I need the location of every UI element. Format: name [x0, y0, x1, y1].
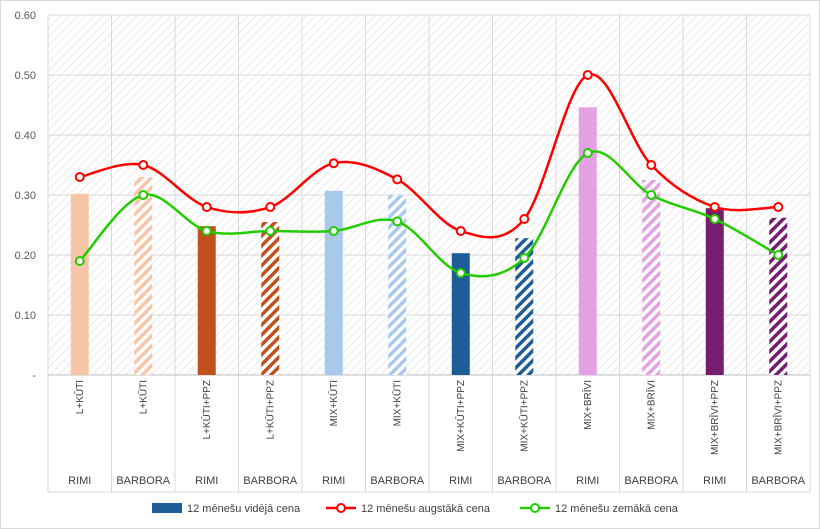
x-store-label: BARBORA [497, 475, 551, 487]
x-axis-labels: L+KŪTI RIMI L+KŪTI BARBORA L+KŪTI+PPZ RIMI L+K… [68, 380, 806, 487]
data-point-marker [328, 226, 339, 236]
x-store-label: RIMI [576, 475, 599, 487]
x-category-label: MIX+BRĪVI [645, 380, 657, 430]
data-point-marker [773, 202, 784, 212]
x-category-label: L+KŪTI [74, 380, 86, 414]
x-store-label: BARBORA [243, 475, 297, 487]
data-point-marker [646, 160, 657, 170]
data-point-marker [582, 148, 593, 158]
bars [70, 107, 788, 376]
data-point-marker [455, 268, 466, 278]
series-lines [74, 70, 784, 278]
data-point-marker [519, 214, 530, 224]
y-axis-ticks: - 0.10 0.20 0.30 0.40 0.50 0.60 [15, 10, 37, 382]
data-point-marker [646, 190, 657, 200]
x-category-label: MIX+BRĪVI+PPZ [709, 380, 721, 455]
bar [451, 253, 470, 375]
x-store-label: BARBORA [116, 475, 170, 487]
y-tick-label: 0.40 [15, 130, 36, 142]
legend: 12 mēnešu vidējā cena 12 mēnešu augstākā … [152, 503, 679, 515]
x-category-label: L+KŪTI+PPZ [264, 380, 276, 439]
x-category-label: MIX+KŪTI [328, 380, 340, 426]
bar [642, 180, 661, 375]
x-category-label: L+KŪTI+PPZ [201, 380, 213, 439]
category-separators [47, 15, 811, 493]
data-point-marker [74, 256, 85, 266]
x-store-label: RIMI [703, 475, 726, 487]
data-point-marker [265, 202, 276, 212]
bar [261, 222, 280, 375]
data-point-marker [455, 226, 466, 236]
x-store-label: BARBORA [751, 475, 805, 487]
data-point-marker [392, 174, 403, 185]
legend-label: 12 mēnešu augstākā cena [361, 503, 491, 515]
x-store-label: RIMI [195, 475, 218, 487]
x-store-label: BARBORA [624, 475, 678, 487]
bar [578, 107, 597, 376]
data-point-marker [773, 250, 784, 260]
data-point-marker [328, 158, 339, 169]
bar [197, 226, 216, 375]
x-category-label: L+KŪTI [137, 380, 149, 414]
x-store-label: RIMI [449, 475, 472, 487]
legend-label: 12 mēnešu zemākā cena [555, 503, 679, 515]
x-category-label: MIX+BRĪVI [582, 380, 594, 430]
y-tick-label: 0.30 [15, 190, 36, 202]
data-point-marker [582, 70, 593, 80]
x-category-label: MIX+KŪTI+PPZ [455, 380, 467, 452]
y-tick-label: - [32, 370, 36, 382]
x-category-label: MIX+KŪTI [391, 380, 403, 426]
data-point-marker [265, 226, 276, 236]
y-tick-label: 0.50 [15, 70, 36, 82]
x-store-label: RIMI [68, 475, 91, 487]
x-store-label: RIMI [322, 475, 345, 487]
bar [324, 190, 343, 375]
y-tick-label: 0.10 [15, 310, 36, 322]
data-point-marker [392, 216, 403, 227]
y-tick-label: 0.20 [15, 250, 36, 262]
bar [134, 177, 153, 375]
bar [70, 193, 89, 375]
legend-label: 12 mēnešu vidējā cena [187, 503, 301, 515]
legend-swatch-marker [336, 503, 346, 513]
legend-swatch-marker [530, 503, 540, 513]
x-category-label: MIX+KŪTI+PPZ [518, 380, 530, 452]
data-point-marker [709, 214, 720, 224]
data-point-marker [138, 160, 149, 170]
bar [769, 217, 788, 375]
bar [515, 238, 534, 375]
x-category-label: MIX+BRĪVI+PPZ [772, 380, 784, 455]
legend-swatch-avg [152, 503, 182, 513]
data-point-marker [201, 202, 212, 212]
data-point-marker [519, 253, 530, 263]
data-point-marker [201, 226, 212, 236]
x-store-label: BARBORA [370, 475, 424, 487]
data-point-marker [709, 202, 720, 212]
bar [705, 208, 724, 375]
y-tick-label: 0.60 [15, 10, 36, 22]
data-point-marker [74, 172, 85, 182]
data-point-marker [138, 190, 149, 200]
bar [388, 195, 407, 375]
